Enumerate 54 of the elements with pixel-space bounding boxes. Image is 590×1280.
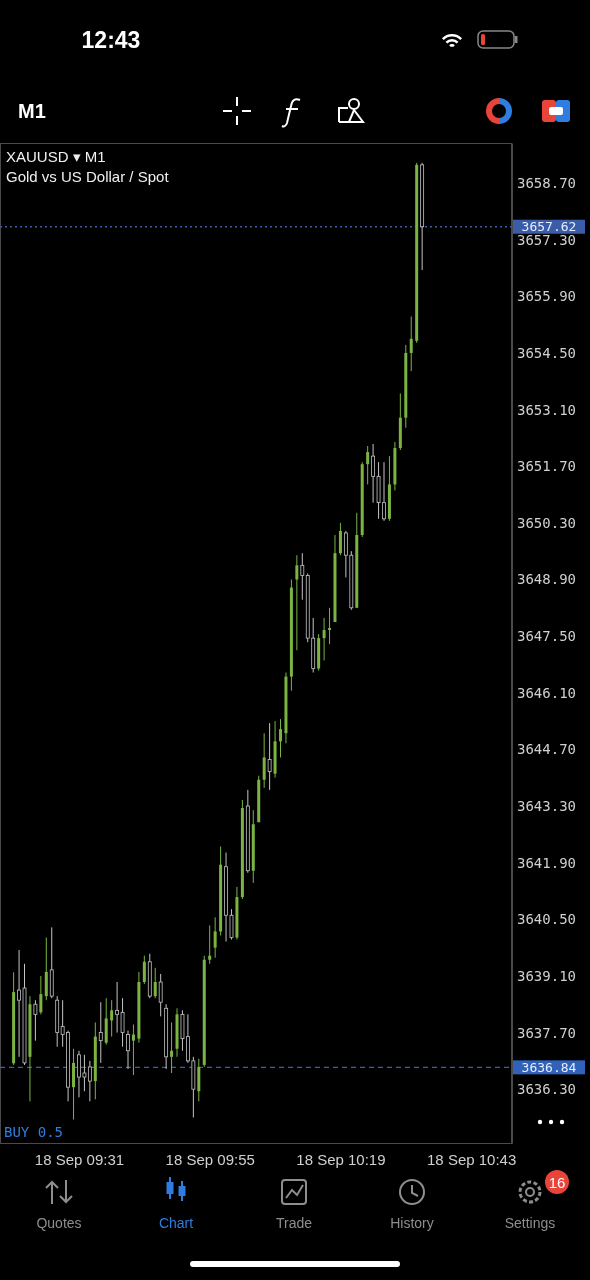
y-tick-label: 3648.90: [517, 571, 577, 588]
candlestick: [158, 973, 163, 1017]
text: Quotes: [36, 1215, 82, 1231]
text: History: [390, 1215, 434, 1231]
candlestick: [300, 552, 305, 601]
y-tick-label: 3646.10: [517, 684, 577, 701]
x-tick-label: 18 Sep 10:43: [427, 1150, 517, 1168]
y-tick-label: 3640.50: [517, 911, 577, 928]
candlestick: [328, 607, 332, 645]
text: 16: [548, 1174, 566, 1191]
text: Gold vs US Dollar / Spot: [6, 168, 170, 185]
candlestick: [131, 1023, 135, 1076]
ref-line-label: 3636.84: [521, 1059, 577, 1075]
candlestick: [33, 999, 38, 1042]
text: Trade: [275, 1215, 313, 1231]
x-tick-label: 18 Sep 09:31: [34, 1150, 125, 1168]
candlestick: [213, 916, 217, 959]
y-tick-label: 3654.50: [517, 344, 577, 361]
x-tick-label: 18 Sep 10:19: [296, 1150, 386, 1168]
candlestick: [39, 975, 43, 1015]
y-tick-label: 3637.70: [517, 1024, 577, 1041]
candlestick: [322, 617, 326, 661]
candlestick: [366, 445, 370, 485]
candlestick: [208, 924, 212, 965]
candlestick: [110, 999, 114, 1038]
text: M1: [18, 100, 46, 122]
candlestick: [153, 967, 157, 999]
y-tick-label: 3650.30: [517, 514, 577, 531]
candlestick: [262, 732, 266, 789]
y-tick-label: 3643.30: [517, 798, 577, 815]
annotation: BUY 0.5: [4, 1124, 64, 1140]
chart-title: XAUUSD ▾ M1: [6, 148, 106, 165]
y-tick-label: 3651.70: [517, 458, 577, 475]
candlestick: [279, 718, 283, 758]
candlestick: [142, 955, 146, 985]
candlestick: [409, 316, 413, 372]
candlestick: [98, 1001, 103, 1064]
text: Chart: [158, 1215, 194, 1231]
y-tick-label: 3644.70: [517, 741, 577, 758]
candlestick: [338, 522, 342, 556]
text: 12:43: [81, 27, 141, 53]
y-tick-label: 3647.50: [517, 628, 577, 645]
y-tick-label: 3641.90: [517, 854, 577, 871]
candlestick: [170, 1021, 174, 1074]
y-tick-label: 3655.90: [517, 288, 577, 305]
y-tick-label: 3639.10: [517, 967, 577, 984]
x-tick-label: 18 Sep 09:55: [165, 1150, 255, 1168]
y-tick-label: 3658.70: [517, 175, 577, 192]
y-tick-label: 3636.30: [517, 1081, 577, 1098]
candlestick: [295, 554, 299, 651]
candlestick: [126, 1030, 130, 1070]
y-tick-label: 3653.10: [517, 401, 577, 418]
text: Settings: [504, 1215, 556, 1231]
candlestick: [267, 722, 272, 791]
